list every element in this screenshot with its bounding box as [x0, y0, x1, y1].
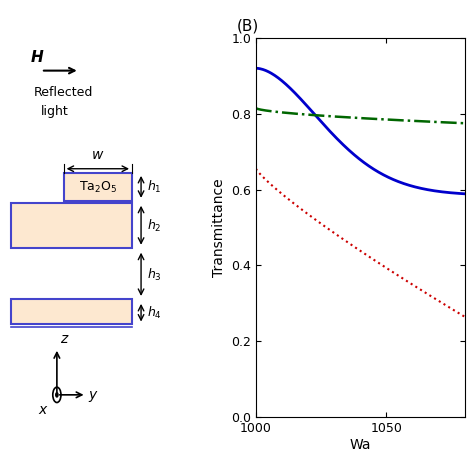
Text: $y$: $y$: [88, 390, 98, 404]
Text: Reflected: Reflected: [34, 86, 93, 99]
Y-axis label: Transmittance: Transmittance: [211, 178, 226, 277]
Text: $h_1$: $h_1$: [147, 179, 162, 195]
Text: $h_3$: $h_3$: [147, 266, 162, 283]
Text: light: light: [41, 105, 69, 118]
Bar: [64, 173, 132, 201]
Text: $h_2$: $h_2$: [147, 218, 161, 234]
Text: $\boldsymbol{H}$: $\boldsymbol{H}$: [29, 49, 44, 65]
X-axis label: Wa: Wa: [349, 438, 371, 452]
Text: $w$: $w$: [91, 148, 104, 162]
Text: (B): (B): [237, 19, 259, 34]
Text: $h_4$: $h_4$: [147, 305, 162, 321]
Bar: [11, 299, 132, 324]
Bar: [11, 203, 132, 247]
Text: Ta$_2$O$_5$: Ta$_2$O$_5$: [79, 180, 117, 195]
Text: $z$: $z$: [60, 332, 70, 346]
Text: $x$: $x$: [38, 403, 49, 417]
Circle shape: [56, 392, 58, 397]
